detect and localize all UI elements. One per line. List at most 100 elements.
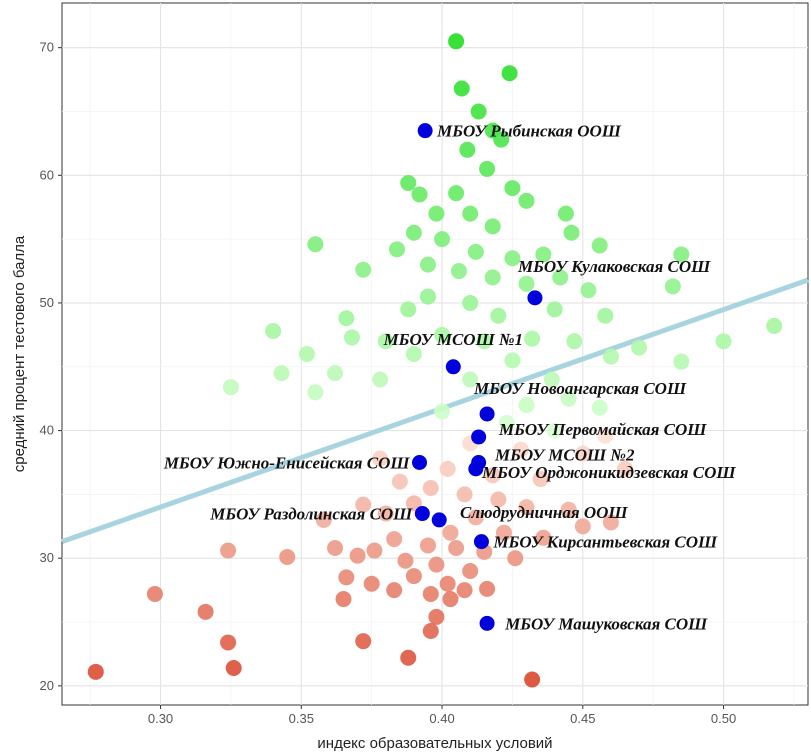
data-point bbox=[673, 246, 690, 263]
data-point bbox=[484, 218, 501, 235]
data-point bbox=[602, 514, 619, 531]
highlighted-point bbox=[479, 406, 495, 422]
x-tick-label: 0.50 bbox=[711, 711, 736, 726]
x-tick-label: 0.30 bbox=[148, 711, 173, 726]
data-point bbox=[355, 261, 372, 278]
data-point bbox=[450, 263, 467, 280]
data-point bbox=[467, 509, 484, 526]
highlighted-point bbox=[527, 290, 543, 306]
data-point bbox=[462, 205, 479, 222]
background-points bbox=[87, 33, 783, 688]
data-point bbox=[327, 365, 344, 382]
highlighted-point bbox=[417, 123, 433, 139]
data-point bbox=[225, 659, 242, 676]
data-point bbox=[532, 471, 549, 488]
data-point bbox=[602, 348, 619, 365]
data-point bbox=[476, 333, 493, 350]
school-label: МБОУ Новоангарская СОШ bbox=[473, 379, 687, 398]
data-point bbox=[673, 353, 690, 370]
data-point bbox=[338, 310, 355, 327]
data-point bbox=[470, 103, 487, 120]
data-point bbox=[591, 237, 608, 254]
data-point bbox=[363, 575, 380, 592]
data-point bbox=[512, 441, 529, 458]
data-point bbox=[574, 445, 591, 462]
data-point bbox=[504, 250, 521, 267]
data-point bbox=[422, 480, 439, 497]
data-point bbox=[434, 231, 451, 248]
data-point bbox=[220, 542, 237, 559]
data-point bbox=[315, 511, 332, 528]
data-point bbox=[563, 224, 580, 241]
data-point bbox=[419, 537, 436, 554]
data-point bbox=[479, 580, 496, 597]
school-label: Слюдрудничная ООШ bbox=[460, 503, 628, 522]
data-point bbox=[428, 205, 445, 222]
school-label: МБОУ МСОШ №1 bbox=[383, 330, 523, 349]
data-point bbox=[355, 633, 372, 650]
x-axis-ticks: 0.30 0.35 0.40 0.45 0.50 bbox=[148, 705, 736, 726]
data-point bbox=[279, 548, 296, 565]
data-point bbox=[411, 186, 428, 203]
school-label: МБОУ Южно-Енисейская СОШ bbox=[163, 453, 411, 472]
data-point bbox=[397, 552, 414, 569]
data-point bbox=[535, 246, 552, 263]
school-label: МБОУ Рыбинская ООШ bbox=[436, 122, 622, 141]
data-point bbox=[664, 278, 681, 295]
school-label: МБОУ Раздолинская СОШ bbox=[209, 505, 413, 524]
data-point bbox=[428, 556, 445, 573]
data-point bbox=[501, 65, 518, 82]
data-point bbox=[484, 467, 501, 484]
data-point bbox=[448, 540, 465, 557]
data-point bbox=[591, 399, 608, 416]
data-point bbox=[307, 236, 324, 253]
highlighted-point bbox=[471, 429, 487, 445]
data-point bbox=[434, 403, 451, 420]
data-point bbox=[518, 397, 535, 414]
highlighted-point bbox=[445, 359, 461, 375]
data-point bbox=[405, 568, 422, 585]
data-point bbox=[535, 529, 552, 546]
highlighted-point bbox=[473, 534, 489, 550]
data-point bbox=[448, 185, 465, 202]
data-point bbox=[504, 352, 521, 369]
highlighted-point bbox=[479, 615, 495, 631]
data-point bbox=[524, 671, 541, 688]
data-point bbox=[518, 499, 535, 516]
x-axis-title: индекс образовательных условий bbox=[317, 735, 552, 752]
data-point bbox=[335, 591, 352, 608]
data-point bbox=[597, 307, 614, 324]
data-point bbox=[560, 390, 577, 407]
data-point bbox=[462, 371, 479, 388]
data-point bbox=[442, 591, 459, 608]
data-point bbox=[546, 301, 563, 318]
school-label: МБОУ Орджоникидзевская СОШ bbox=[481, 463, 736, 482]
y-axis-ticks: 20 30 40 50 60 70 bbox=[40, 40, 62, 693]
highlighted-points bbox=[412, 123, 543, 631]
data-point bbox=[498, 414, 515, 431]
data-point bbox=[552, 269, 569, 286]
y-tick-label: 70 bbox=[40, 40, 54, 55]
data-point bbox=[439, 460, 456, 477]
y-tick-label: 40 bbox=[40, 423, 54, 438]
data-point bbox=[386, 531, 403, 548]
data-point bbox=[524, 330, 541, 347]
data-point bbox=[220, 634, 237, 651]
data-point bbox=[442, 524, 459, 541]
data-point bbox=[715, 333, 732, 350]
data-point bbox=[146, 585, 163, 602]
data-point bbox=[766, 317, 783, 334]
data-point bbox=[467, 243, 484, 260]
data-point bbox=[560, 501, 577, 518]
data-point bbox=[400, 301, 417, 318]
data-point bbox=[504, 180, 521, 197]
y-tick-label: 60 bbox=[40, 167, 54, 182]
data-point bbox=[349, 547, 366, 564]
data-point bbox=[495, 524, 512, 541]
data-point bbox=[419, 256, 436, 273]
data-point bbox=[400, 174, 417, 191]
data-point bbox=[546, 422, 563, 439]
data-point bbox=[428, 608, 445, 625]
data-point bbox=[448, 33, 465, 50]
